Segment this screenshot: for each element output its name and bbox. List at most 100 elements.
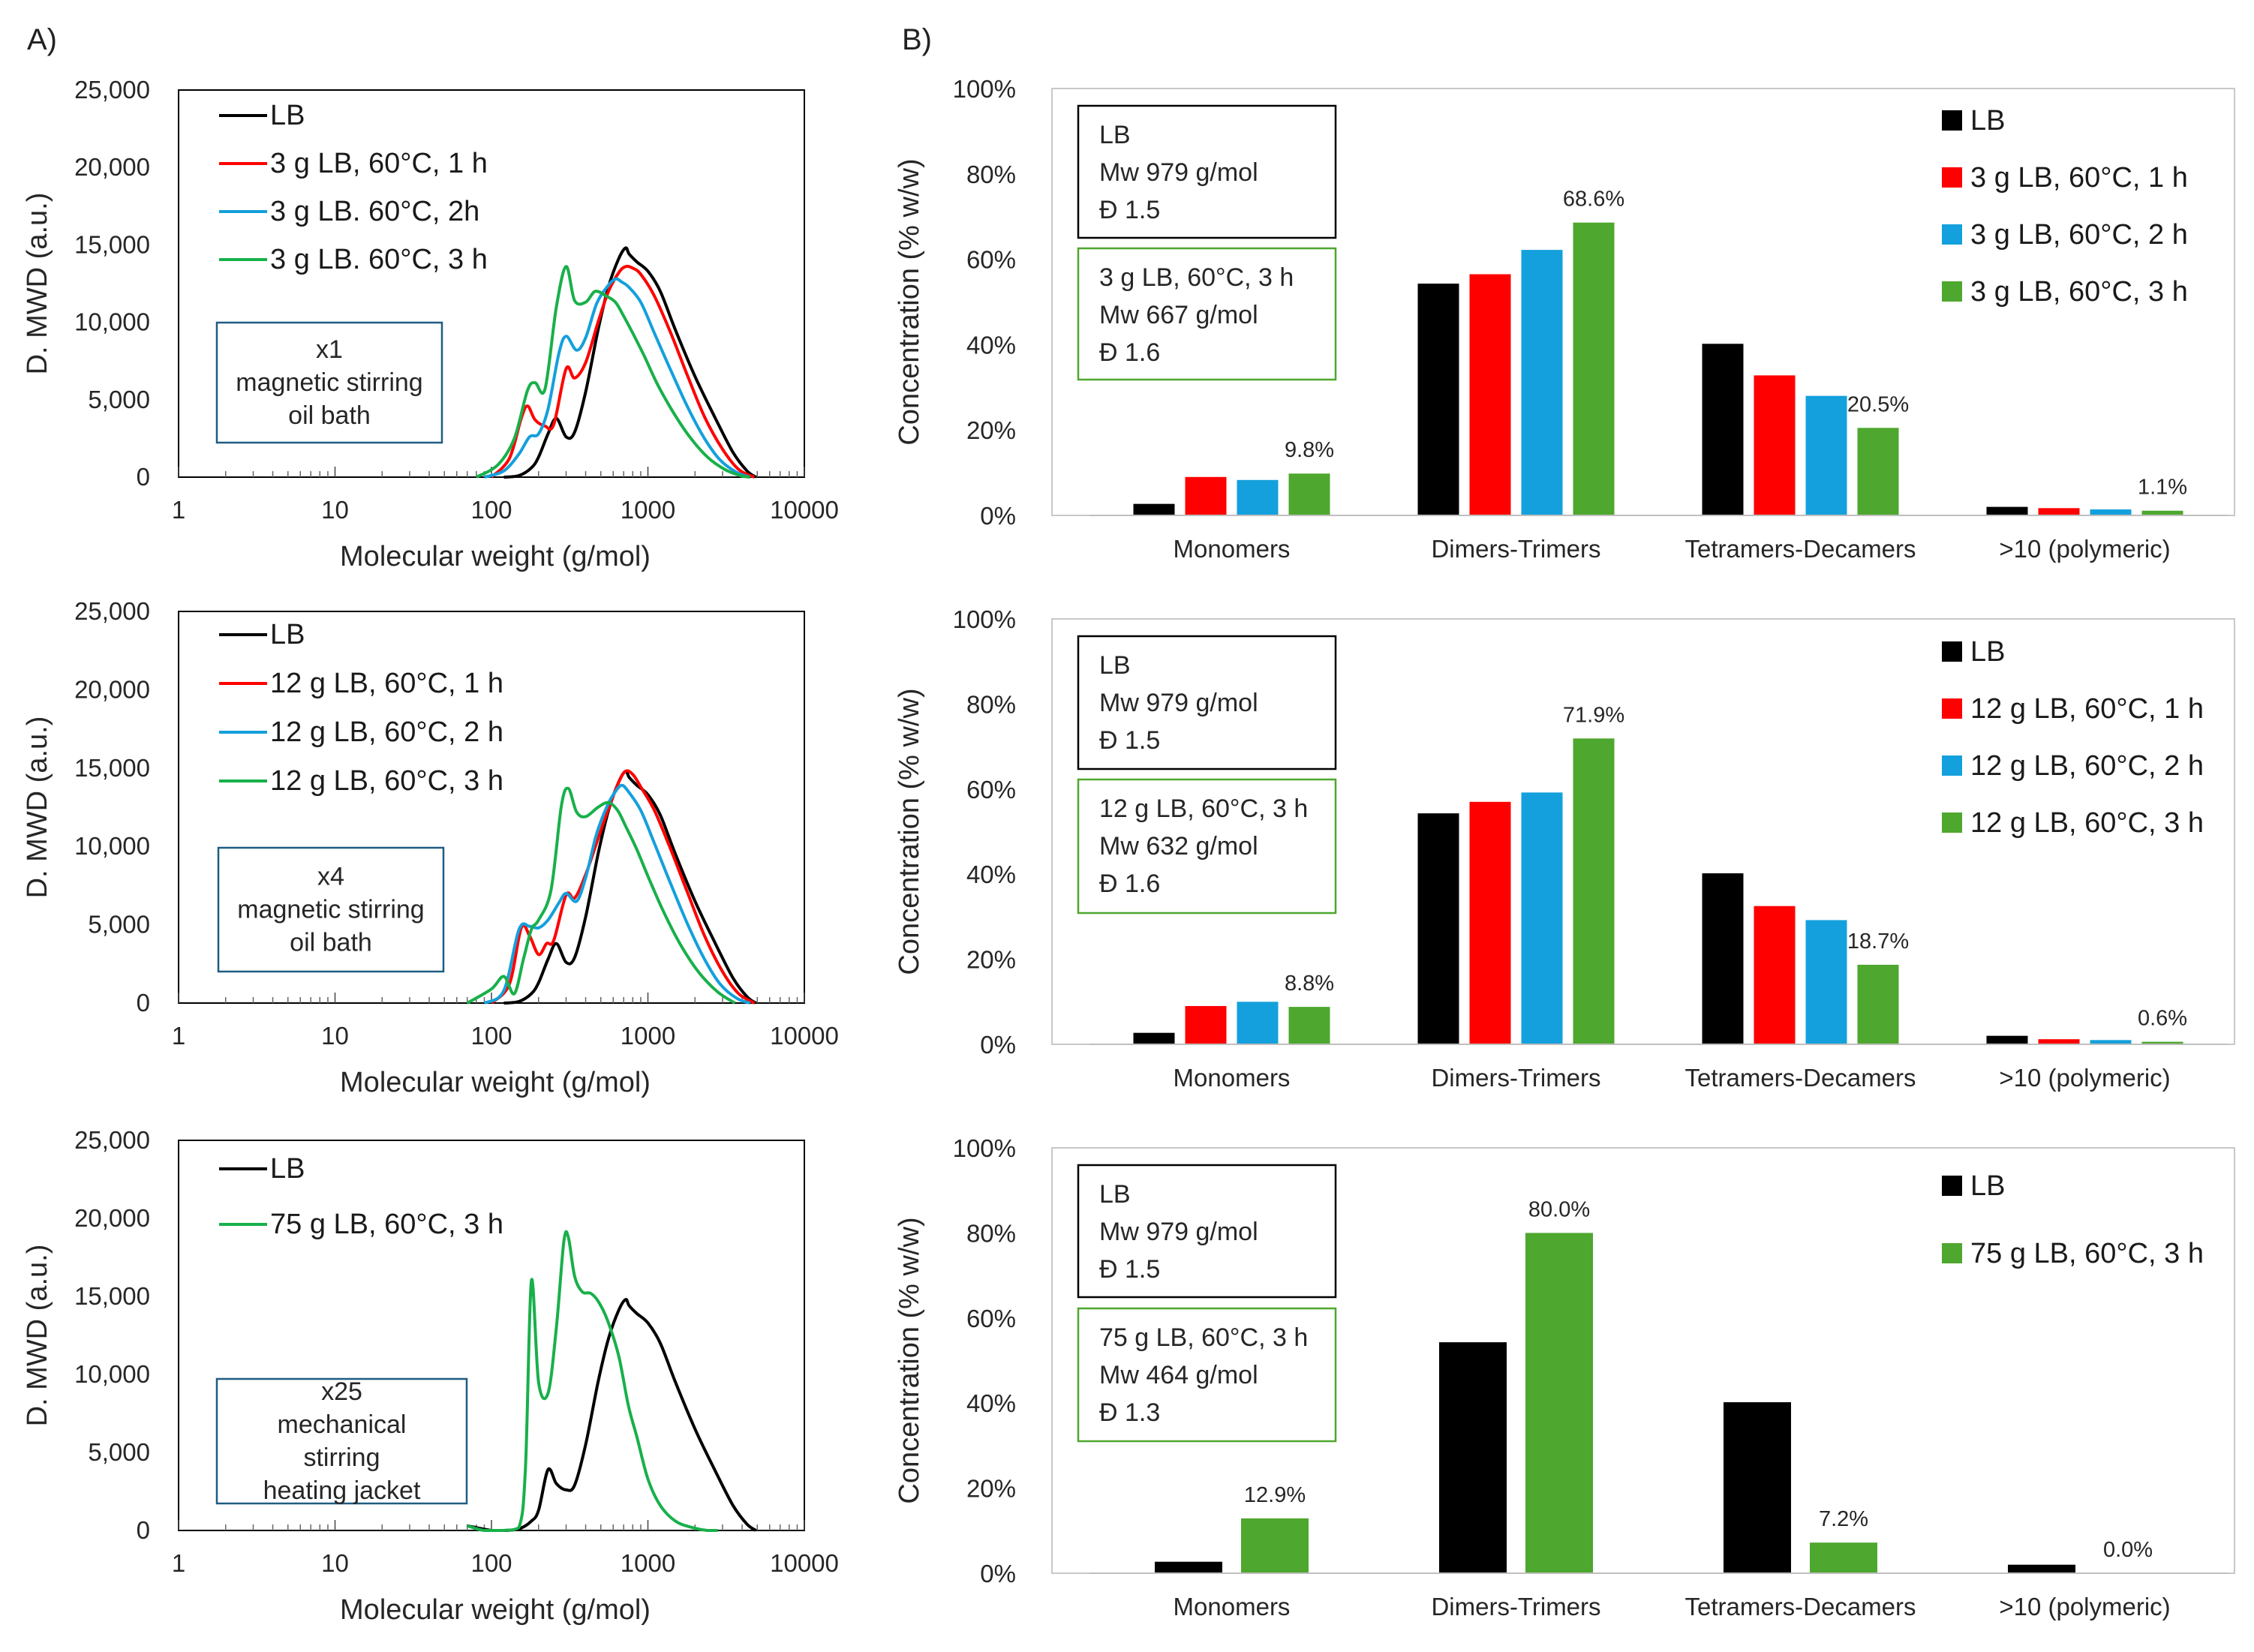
series-line-2: [483, 277, 751, 479]
legend-label: LB: [1970, 105, 2005, 137]
info-box-line: Đ 1.5: [1099, 1255, 1160, 1284]
bar: [1573, 738, 1615, 1044]
legend-swatch: [1942, 812, 1962, 833]
bar: [1857, 964, 1899, 1044]
legend-label: LB: [270, 619, 305, 650]
bar: [1521, 792, 1563, 1044]
bar: [1417, 813, 1459, 1044]
charts-layer: 1 10 100 1000 1000005,00010,00015,00020,0002…: [22, 75, 2235, 1626]
y-tick-label: 25,000: [74, 597, 150, 625]
x-tick-label: 1000: [621, 496, 675, 524]
bar: [1754, 906, 1796, 1044]
info-box-line: LB: [1099, 121, 1131, 149]
method-annotation-line: x1: [316, 335, 343, 364]
y-tick-label: 15,000: [74, 754, 150, 782]
y-tick-label: 0%: [980, 1031, 1016, 1059]
x-tick-label: 10: [321, 1022, 349, 1050]
info-box-line: 12 g LB, 60°C, 3 h: [1099, 794, 1308, 823]
y-tick-label: 20,000: [74, 1204, 150, 1232]
legend-label: 3 g LB, 60°C, 2 h: [1970, 219, 2188, 251]
y-tick-label: 100%: [953, 1134, 1016, 1162]
info-box-line: Mw 979 g/mol: [1099, 689, 1258, 717]
bar: [1133, 1032, 1175, 1044]
x-tick-label: 10: [321, 1549, 349, 1577]
legend-swatch: [1942, 281, 1962, 302]
method-annotation-line: x4: [317, 863, 344, 891]
panel-b-label: B): [902, 23, 932, 56]
legend-label: 75 g LB, 60°C, 3 h: [1970, 1238, 2204, 1269]
x-tick-label: 10: [321, 496, 349, 524]
method-annotation-line: oil bath: [288, 401, 371, 430]
line-chart-A1: 1 10 100 1000 10000 0 5,000 10,000 15,000 20,000 2…: [22, 76, 839, 572]
bar: [1986, 506, 2028, 515]
data-label: 0.0%: [2103, 1538, 2153, 1562]
method-annotation-line: heating jacket: [263, 1476, 421, 1505]
y-tick-label: 80%: [966, 161, 1016, 188]
bar: [1241, 1518, 1309, 1573]
series-line-0: [503, 769, 757, 1005]
category-label: Tetramers-Decamers: [1684, 535, 1916, 563]
y-axis-title: D. MWD (a.u.): [22, 716, 53, 899]
result-info-box: [1077, 778, 1337, 915]
data-label: 7.2%: [1819, 1507, 1868, 1531]
x-axis-title: Molecular weight (g/mol): [340, 1067, 651, 1098]
data-label: 18.7%: [1847, 930, 1909, 954]
y-axis-title: D. MWD (a.u.): [22, 1245, 53, 1427]
y-tick-label: 20,000: [74, 153, 150, 181]
info-box-line: Mw 667 g/mol: [1099, 301, 1258, 329]
bar: [2141, 510, 2183, 515]
info-box-line: Đ 1.6: [1099, 870, 1160, 898]
x-tick-label: 1000: [621, 1549, 675, 1577]
legend-label: 75 g LB, 60°C, 3 h: [270, 1209, 503, 1240]
legend-label: 12 g LB, 60°C, 2 h: [270, 716, 503, 748]
bar: [2141, 1041, 2183, 1044]
bar: [1237, 479, 1279, 515]
y-tick-label: 15,000: [74, 1282, 150, 1310]
legend-swatch: [1942, 1243, 1962, 1263]
series-line-3: [466, 786, 736, 1005]
bar: [1521, 250, 1563, 515]
x-tick-label: 1: [172, 496, 185, 524]
legend-swatch: [1942, 755, 1962, 776]
series-line-1: [490, 769, 756, 1005]
x-tick-label: 1000: [621, 1022, 675, 1050]
bar: [1573, 222, 1615, 515]
bar: [1805, 920, 1847, 1044]
y-tick-label: 20,000: [74, 675, 150, 703]
series-line-3: [475, 265, 750, 479]
category-label: Tetramers-Decamers: [1684, 1593, 1916, 1620]
bar: [1986, 1035, 2028, 1044]
bar: [1754, 375, 1796, 515]
method-annotation-line: magnetic stirring: [237, 896, 424, 924]
method-annotation-box: [215, 321, 443, 444]
category-label: Monomers: [1174, 1593, 1291, 1620]
legend-label: 3 g LB. 60°C, 3 h: [270, 244, 488, 275]
bar: [1155, 1561, 1222, 1573]
bar: [2008, 1564, 2075, 1573]
y-tick-label: 40%: [966, 861, 1016, 888]
legend-label: LB: [1970, 1170, 2005, 1202]
y-tick-label: 80%: [966, 690, 1016, 718]
y-tick-label: 20%: [966, 416, 1016, 444]
bar: [2038, 1039, 2080, 1044]
y-tick-label: 0: [137, 463, 150, 491]
x-tick-label: 10000: [770, 1022, 839, 1050]
legend-label: 3 g LB, 60°C, 1 h: [1970, 162, 2188, 194]
method-annotation-box: [217, 846, 445, 973]
category-label: Dimers-Trimers: [1431, 1593, 1600, 1620]
category-label: Tetramers-Decamers: [1684, 1064, 1916, 1092]
result-info-box: [1077, 1307, 1337, 1443]
lb-info-box: [1077, 1164, 1337, 1299]
bar: [1237, 1002, 1279, 1044]
lb-info-box: [1077, 104, 1337, 239]
series-line-2: [483, 783, 751, 1005]
legend-swatch: [1942, 698, 1962, 719]
method-annotation-line: stirring: [303, 1443, 380, 1472]
data-label: 1.1%: [2138, 476, 2187, 500]
bar: [1469, 801, 1511, 1044]
info-box-line: LB: [1099, 651, 1131, 680]
bar-chart-B1: 0% 20% 40% 60% 80% 100% Concentration (% w/w) 9…: [894, 75, 2235, 563]
info-box-line: Mw 464 g/mol: [1099, 1361, 1258, 1389]
category-label: >10 (polymeric): [1999, 535, 2170, 563]
bar: [1525, 1233, 1593, 1573]
